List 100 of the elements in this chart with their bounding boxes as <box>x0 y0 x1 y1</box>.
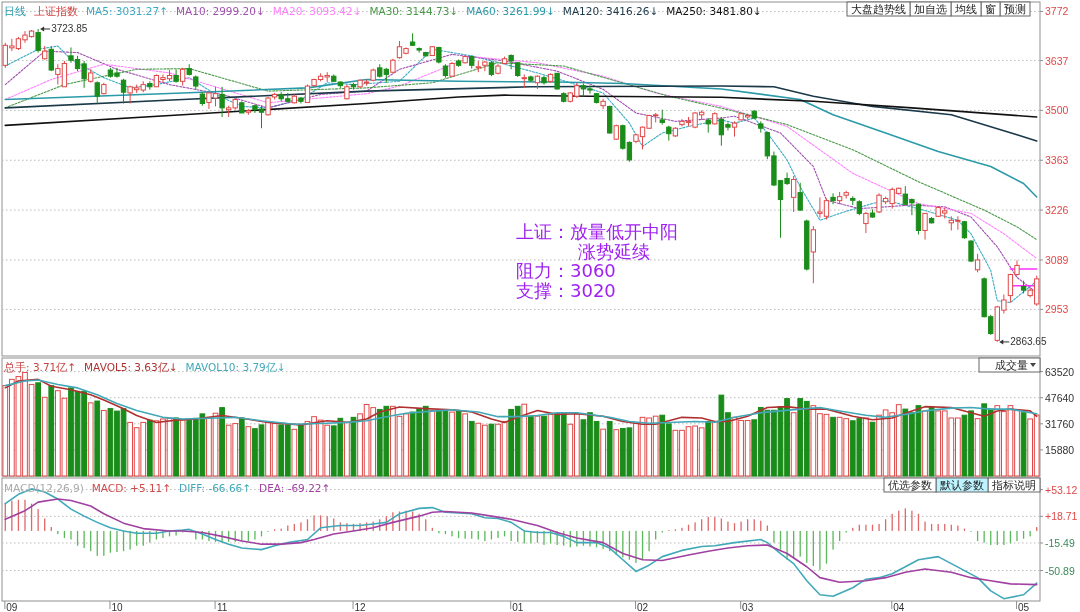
y-tick-label: -50.89 <box>1045 564 1075 577</box>
y-tick-label: 47640 <box>1045 391 1075 404</box>
series-label: MAVOL5: 3.63亿↓ <box>84 361 178 373</box>
y-tick-label: 3226 <box>1045 204 1069 217</box>
text: MA10: 2999.20↓ <box>176 5 265 17</box>
annotation: 窗 <box>985 3 996 15</box>
annotation: 2863.65 <box>1010 336 1047 348</box>
bar <box>863 417 869 477</box>
candlestick <box>600 98 606 110</box>
bar <box>534 415 541 477</box>
chart-subtitle: 上证指数 <box>34 5 78 17</box>
x-tick-label: 09 <box>6 601 18 612</box>
x-tick-label: 10 <box>111 601 123 612</box>
bar <box>1020 412 1027 477</box>
text: MACD: +5.11↑ <box>91 482 172 494</box>
candlestick <box>94 80 100 104</box>
candlestick <box>219 86 225 118</box>
x-tick-label: 12 <box>354 601 367 612</box>
annotation: 指标说明 <box>991 479 1036 491</box>
candlestick <box>790 175 797 213</box>
bar <box>705 420 712 477</box>
bar <box>869 421 876 477</box>
bar <box>928 406 935 477</box>
line-series <box>4 94 1038 127</box>
line-series <box>4 78 1038 198</box>
annotation: 均线 <box>954 3 977 15</box>
bar <box>94 400 101 477</box>
bar <box>48 385 55 477</box>
annotation: 上证：放量低开中阳 <box>516 221 678 242</box>
text: MAVOL10: 3.79亿↓ <box>185 361 286 373</box>
text: MA250: 3481.80↓ <box>666 5 762 17</box>
annotation: 3723.85 <box>51 23 88 35</box>
bar <box>429 409 436 477</box>
x-tick-label: 02 <box>636 601 649 612</box>
text: MA60: 3261.99↓ <box>466 5 555 17</box>
x-tick-label: 04 <box>893 601 905 612</box>
annotation: 预测 <box>1004 3 1026 15</box>
bar <box>541 415 547 477</box>
bar <box>179 419 186 477</box>
bar <box>35 382 41 477</box>
line-series <box>4 85 1038 142</box>
text: MA20: 3093.42↓ <box>272 5 362 17</box>
text: MA5: 3031.27↑ <box>86 5 169 17</box>
bar <box>219 407 225 477</box>
y-tick-label: 3772 <box>1045 5 1069 18</box>
y-tick-label: +18.71 <box>1045 510 1078 523</box>
bar <box>547 413 554 477</box>
y-tick-label: 3637 <box>1045 54 1069 67</box>
candlestick <box>810 225 817 284</box>
annotation: 阻力：3060 <box>516 260 616 281</box>
bar <box>830 416 836 477</box>
y-tick-label: 63520 <box>1045 365 1075 378</box>
candlestick <box>48 45 54 72</box>
annotation: 成交量 <box>995 359 1028 371</box>
text: DEA: -69.22↑ <box>259 482 331 494</box>
bar <box>344 421 350 477</box>
bar <box>613 429 620 477</box>
bar <box>291 428 298 477</box>
annotation: 支撑：3020 <box>516 279 616 301</box>
y-tick-label: +53.12 <box>1045 483 1078 496</box>
bar <box>488 423 495 477</box>
text: DIFF: -66.66↑ <box>179 482 252 494</box>
annotation: 涨势延续 <box>578 240 650 262</box>
bar <box>146 419 153 477</box>
candlestick <box>120 78 127 105</box>
bar <box>527 416 534 477</box>
bar <box>790 412 797 477</box>
candlestick <box>863 211 869 234</box>
annotation: 加自选 <box>914 3 947 15</box>
chart-title: 日线 <box>4 5 26 17</box>
annotation: 默认参数 <box>939 479 984 491</box>
candlestick <box>922 212 928 241</box>
series-label: 总手: 3.71亿↑ <box>3 361 77 373</box>
candlestick <box>521 73 527 89</box>
candlestick <box>830 192 836 205</box>
x-tick-label: 01 <box>512 601 524 612</box>
annotation: 优选参数 <box>888 479 932 491</box>
bar <box>462 413 469 477</box>
bar <box>711 420 718 477</box>
bar <box>974 418 981 477</box>
candlestick <box>508 53 514 70</box>
bar <box>173 417 179 477</box>
candlestick <box>482 60 488 72</box>
bar <box>350 416 357 477</box>
y-tick-label: 3363 <box>1045 154 1069 167</box>
bar <box>41 396 48 477</box>
line-series <box>4 498 1038 586</box>
bar <box>600 428 606 477</box>
y-tick-label: 2953 <box>1045 303 1069 316</box>
bar <box>100 409 107 477</box>
y-tick-label: 3500 <box>1045 104 1069 117</box>
candlestick <box>797 182 803 212</box>
candlestick <box>35 28 41 54</box>
candlestick <box>173 68 179 84</box>
y-tick-label: -15.49 <box>1045 537 1075 549</box>
annotation: 大盘趋势线 <box>851 3 906 15</box>
y-tick-label: 15880 <box>1045 443 1075 456</box>
candlestick <box>974 253 981 273</box>
text: MA30: 3144.73↓ <box>369 5 459 17</box>
x-tick-label: 05 <box>1018 601 1030 612</box>
